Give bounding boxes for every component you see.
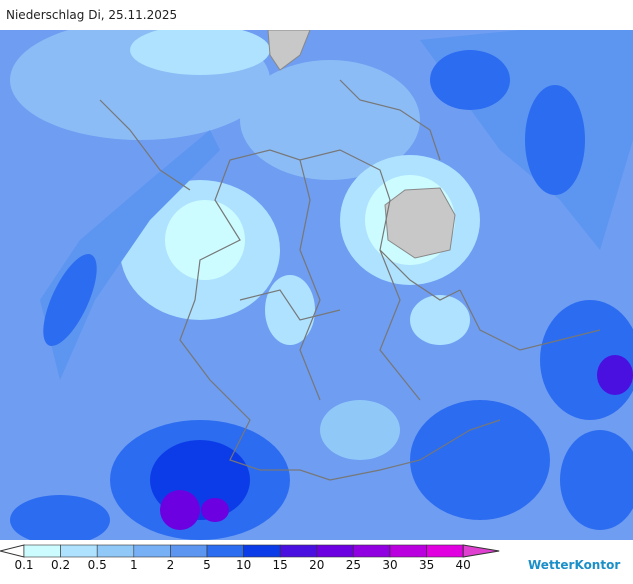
legend-label: 15: [273, 558, 288, 572]
legend-label: 20: [309, 558, 324, 572]
legend-swatch: [353, 544, 391, 558]
legend-label: 10: [236, 558, 251, 572]
legend-swatch: [96, 544, 135, 558]
legend-swatch: [60, 544, 98, 558]
legend-label: 0.1: [14, 558, 33, 572]
brand: WetterKontor: [528, 558, 620, 572]
legend-swatch: [316, 544, 354, 558]
legend: 0.1 0.2 0.5 1 2 5 10 15 20 25 30 35 40: [0, 544, 500, 572]
legend-label: 0.2: [51, 558, 70, 572]
legend-label: 1: [130, 558, 138, 572]
legend-arrow: [0, 544, 25, 558]
legend-label: 35: [419, 558, 434, 572]
legend-label: 30: [382, 558, 397, 572]
legend-label: 5: [203, 558, 211, 572]
legend-arrow: [462, 544, 500, 558]
legend-swatch: [243, 544, 281, 558]
legend-swatch: [279, 544, 318, 558]
legend-swatch: [389, 544, 427, 558]
legend-swatch: [133, 544, 171, 558]
legend-label: 2: [167, 558, 175, 572]
legend-swatch: [206, 544, 244, 558]
legend-swatch: [170, 544, 208, 558]
legend-label: 40: [456, 558, 471, 572]
map-title: Niederschlag Di, 25.11.2025: [6, 8, 177, 22]
legend-label: 0.5: [88, 558, 107, 572]
precip-map: [0, 30, 633, 540]
legend-swatch: [23, 544, 61, 558]
legend-swatch: [426, 544, 464, 558]
legend-label: 25: [346, 558, 361, 572]
